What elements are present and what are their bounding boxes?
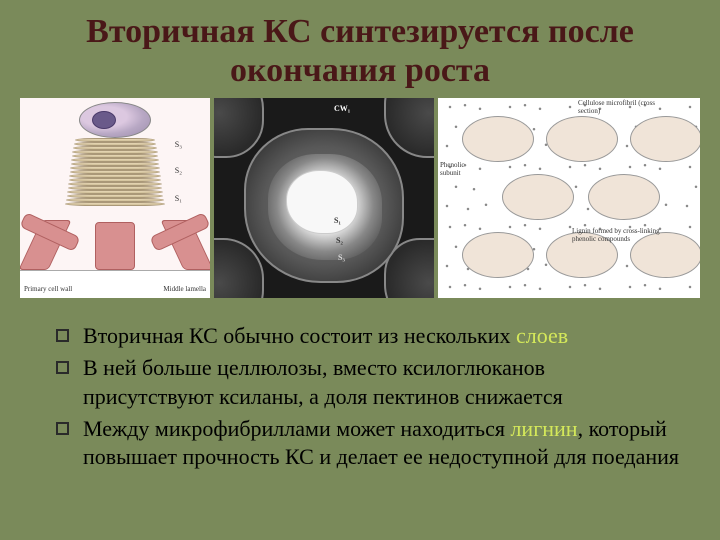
microfibril-oval (588, 174, 660, 220)
microfibril-oval (462, 116, 534, 162)
microfibril-oval (546, 116, 618, 162)
slide-title: Вторичная КС синтезируется после окончан… (0, 0, 720, 98)
bullet-marker-icon (56, 361, 69, 374)
p3-label-bottom: Lignin formed by cross-linking phenolic … (572, 228, 662, 243)
panel-cell-wall-layers: S₃ S₂ S₁ Primary cell wall Middle lamell… (20, 98, 210, 298)
bullet-marker-icon (56, 422, 69, 435)
panel-lignin-diagram: Cellulose microfibril (cross section) Ph… (438, 98, 700, 298)
micro-label-s3: S₃ (338, 253, 345, 262)
micro-label-s1: S₁ (334, 216, 341, 225)
bullet-text: Между микрофибриллами может находиться (83, 416, 510, 441)
layer-label-s2: S₂ (175, 166, 182, 175)
images-row: S₃ S₂ S₁ Primary cell wall Middle lamell… (0, 98, 720, 298)
bullet-item: Вторичная КС обычно состоит из нескольки… (56, 322, 680, 350)
micro-label-cw1: CW₁ (334, 104, 350, 113)
microfibril-oval (462, 232, 534, 278)
micro-label-s2: S₂ (336, 236, 343, 245)
bullet-highlight: лигнин (510, 416, 577, 441)
panel1-label-lamella: Middle lamella (163, 285, 206, 298)
p3-label-top: Cellulose microfibril (cross section) (578, 100, 658, 115)
layer-label-s1: S₁ (175, 194, 182, 203)
bullet-marker-icon (56, 329, 69, 342)
panel1-label-primary: Primary cell wall (24, 285, 72, 298)
bullet-text: Вторичная КС обычно состоит из нескольки… (83, 323, 516, 348)
bullet-text: В ней больше целлюлозы, вместо ксилоглюк… (83, 355, 563, 408)
bullet-item: Между микрофибриллами может находиться л… (56, 415, 680, 471)
p3-label-mid: Phenolic subunit (440, 162, 480, 177)
layer-label-s3: S₃ (175, 140, 182, 149)
bullet-list: Вторичная КС обычно состоит из нескольки… (0, 298, 720, 471)
microfibril-oval (502, 174, 574, 220)
bullet-highlight: слоев (516, 323, 568, 348)
bullet-item: В ней больше целлюлозы, вместо ксилоглюк… (56, 354, 680, 410)
microfibril-oval (630, 116, 700, 162)
panel-microscopy: CW₁ S₁ S₂ S₃ (214, 98, 434, 298)
